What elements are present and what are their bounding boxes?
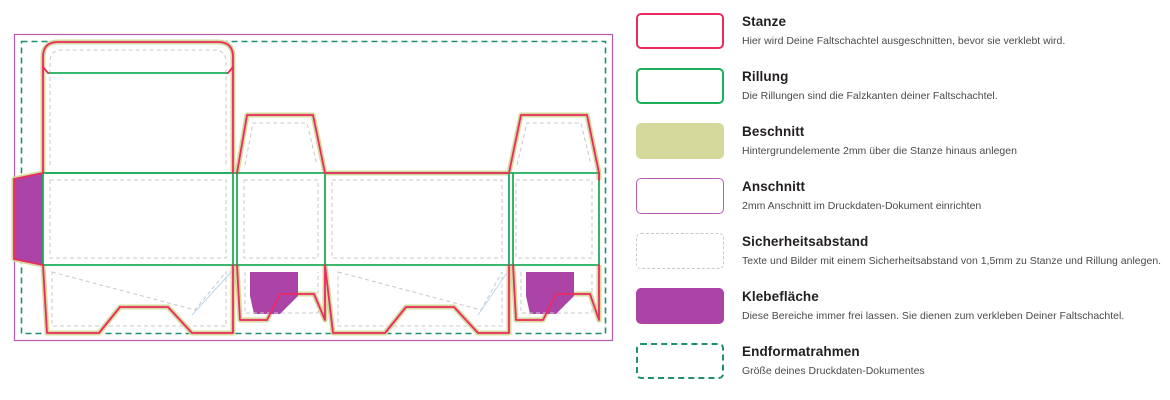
legend-title-anschnitt: Anschnitt [742,179,806,194]
fold-hint-lines [191,269,510,316]
sicherheitsabstand-swatch-icon [636,233,724,269]
endformatrahmen-swatch-icon [636,343,724,379]
legend-title-beschnitt: Beschnitt [742,124,805,139]
legend-text-sicherheitsabstand: Sicherheitsabstand Texte und Bilder mit … [740,233,1170,269]
dieline-diagram [11,33,614,342]
legend-item-anschnitt: Anschnitt 2mm Anschnitt im Druckdaten-Do… [630,175,1170,230]
klebeflaeche-left-flap [14,173,43,265]
legend-panel: Stanze Hier wird Deine Faltschachtel aus… [630,0,1170,400]
rillung-swatch-icon [636,68,724,104]
legend-desc-stanze: Hier wird Deine Faltschachtel ausgeschni… [742,35,1066,47]
klebeflaeche-areas [14,173,574,314]
legend-title-klebeflaeche: Klebefläche [742,289,819,304]
legend-text-endformatrahmen: Endformatrahmen Größe deines Druckdaten-… [740,343,1170,379]
legend-item-beschnitt: Beschnitt Hintergrundelemente 2mm über d… [630,120,1170,175]
rillung-creases [42,72,600,266]
legend-desc-anschnitt: 2mm Anschnitt im Druckdaten-Dokument ein… [742,200,982,212]
beschnitt-bleed-layer [11,39,602,336]
dieline-svg [11,33,614,342]
klebeflaeche-right-tuck [526,272,574,314]
legend-item-stanze: Stanze Hier wird Deine Faltschachtel aus… [630,10,1170,65]
legend-title-stanze: Stanze [742,14,787,29]
legend-desc-endformatrahmen: Größe deines Druckdaten-Dokumentes [742,365,925,377]
legend-item-endformatrahmen: Endformatrahmen Größe deines Druckdaten-… [630,340,1170,395]
legend-item-sicherheitsabstand: Sicherheitsabstand Texte und Bilder mit … [630,230,1170,285]
legend-text-stanze: Stanze Hier wird Deine Faltschachtel aus… [740,13,1170,49]
legend-title-rillung: Rillung [742,69,789,84]
swatch-wrap-beschnitt [630,123,740,159]
swatch-wrap-klebeflaeche [630,288,740,324]
legend-desc-rillung: Die Rillungen sind die Falzkanten deiner… [742,90,998,102]
legend-text-anschnitt: Anschnitt 2mm Anschnitt im Druckdaten-Do… [740,178,1170,214]
klebeflaeche-swatch-icon [636,288,724,324]
legend-item-klebeflaeche: Klebefläche Diese Bereiche immer frei la… [630,285,1170,340]
legend-item-rillung: Rillung Die Rillungen sind die Falzkante… [630,65,1170,120]
legend-desc-klebeflaeche: Diese Bereiche immer frei lassen. Sie di… [742,310,1125,322]
swatch-wrap-stanze [630,13,740,49]
legend-text-rillung: Rillung Die Rillungen sind die Falzkante… [740,68,1170,104]
sicherheitsabstand-layer [49,49,593,327]
legend-title-sicherheitsabstand: Sicherheitsabstand [742,234,869,249]
beschnitt-swatch-icon [636,123,724,159]
klebeflaeche-center-tuck [250,272,298,314]
stanze-cut-lines [13,41,600,334]
legend-title-endformatrahmen: Endformatrahmen [742,344,860,359]
legend-desc-beschnitt: Hintergrundelemente 2mm über die Stanze … [742,145,1017,157]
anschnitt-swatch-icon [636,178,724,214]
swatch-wrap-anschnitt [630,178,740,214]
endformatrahmen-frame [20,40,607,335]
legend-desc-sicherheitsabstand: Texte und Bilder mit einem Sicherheitsab… [742,255,1162,267]
legend-text-beschnitt: Beschnitt Hintergrundelemente 2mm über d… [740,123,1170,159]
swatch-wrap-endformatrahmen [630,343,740,379]
swatch-wrap-rillung [630,68,740,104]
legend-list: Stanze Hier wird Deine Faltschachtel aus… [630,10,1170,395]
legend-text-klebeflaeche: Klebefläche Diese Bereiche immer frei la… [740,288,1170,324]
stanze-swatch-icon [636,13,724,49]
swatch-wrap-sicherheitsabstand [630,233,740,269]
